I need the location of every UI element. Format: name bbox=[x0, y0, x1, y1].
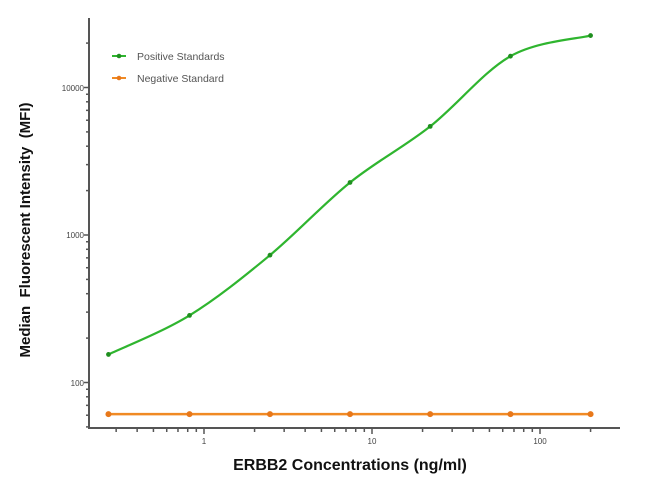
data-point bbox=[106, 352, 111, 357]
data-point bbox=[587, 411, 594, 418]
data-point bbox=[508, 53, 513, 59]
series-positive-standards bbox=[106, 33, 593, 357]
data-point bbox=[347, 180, 353, 185]
data-point bbox=[588, 33, 593, 38]
x-axis-title: ERBB2 Concentrations (ng/ml) bbox=[233, 457, 467, 474]
data-point bbox=[266, 411, 273, 418]
y-tick-10000: 10000 bbox=[62, 84, 85, 93]
svg-text:Positive Standards: Positive Standards bbox=[137, 51, 225, 63]
y-tick-100: 100 bbox=[71, 379, 85, 388]
x-tick-10: 10 bbox=[368, 437, 377, 446]
legend: Positive Standards Negative Standard bbox=[112, 51, 225, 85]
data-point bbox=[507, 411, 514, 418]
y-tick-1000: 1000 bbox=[66, 231, 84, 240]
data-point bbox=[187, 313, 192, 318]
series-negative-standard bbox=[105, 411, 594, 418]
legend-item-negative: Negative Standard bbox=[112, 73, 224, 85]
svg-text:Negative Standard: Negative Standard bbox=[137, 73, 224, 85]
data-point bbox=[186, 411, 193, 418]
x-tick-1: 1 bbox=[202, 437, 207, 446]
x-axis: 1 10 100 bbox=[88, 427, 620, 446]
x-tick-100: 100 bbox=[533, 437, 547, 446]
data-point bbox=[427, 123, 433, 129]
data-point bbox=[267, 252, 273, 258]
legend-item-positive: Positive Standards bbox=[112, 51, 225, 63]
data-point bbox=[427, 411, 434, 418]
data-point bbox=[105, 411, 112, 418]
data-point bbox=[347, 411, 354, 418]
y-axis-title: Median Fluorescent Intensity (MFI) bbox=[17, 102, 34, 357]
y-axis: 10000 1000 100 bbox=[62, 18, 90, 428]
